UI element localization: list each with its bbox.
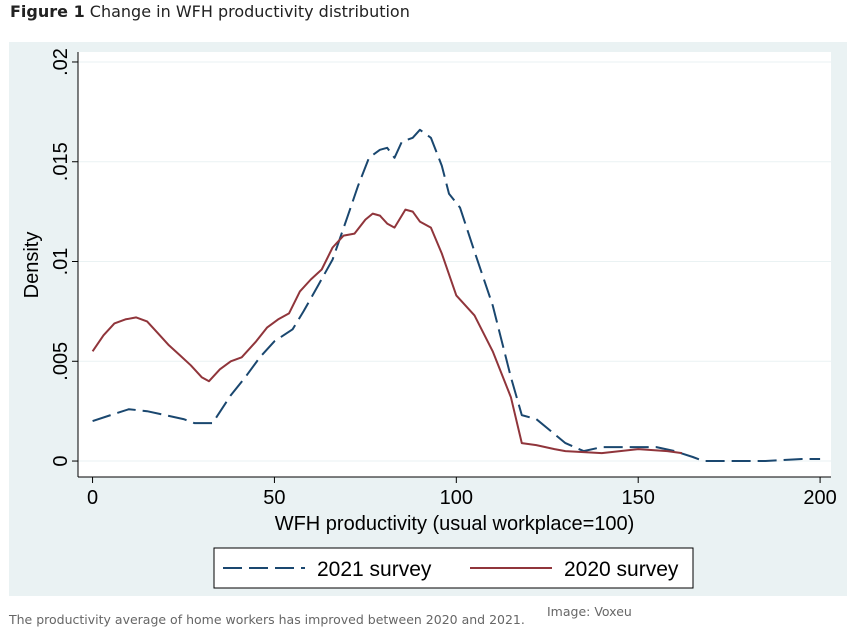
axes — [77, 52, 831, 478]
series-line-2021 — [92, 128, 821, 462]
x-tick-label: 150 — [622, 487, 655, 509]
figure-title-text: Change in WFH productivity distribution — [89, 2, 410, 21]
y-tick-label: .015 — [50, 142, 72, 181]
y-tick-label: .01 — [50, 248, 72, 276]
legend: 2021 survey 2020 survey — [213, 547, 694, 589]
x-axis-label: WFH productivity (usual workplace=100) — [275, 513, 635, 535]
chart-container: 0 .005 .01 .015 .02 0 50 100 150 200 WFH producti… — [9, 42, 847, 596]
y-tick-label: .02 — [50, 48, 72, 76]
gridlines — [78, 61, 831, 462]
x-tick-label: 200 — [803, 487, 836, 509]
density-chart: 0 .005 .01 .015 .02 0 50 100 150 200 WFH producti… — [9, 42, 847, 596]
y-tick-label: 0 — [50, 455, 72, 466]
figure-title: Figure 1 Change in WFH productivity dist… — [10, 2, 410, 21]
plot-area — [78, 52, 831, 477]
series — [91, 128, 821, 462]
x-tick-label: 100 — [440, 487, 473, 509]
y-axis-label: Density — [21, 232, 43, 299]
y-tick-label: .005 — [50, 342, 72, 381]
x-tick-label: 50 — [263, 487, 285, 509]
legend-label-2021: 2021 survey — [317, 558, 432, 581]
x-tick-label: 0 — [87, 487, 98, 509]
image-credit: Image: Voxeu — [547, 604, 632, 619]
figure-caption: The productivity average of home workers… — [9, 612, 525, 627]
figure-label: Figure 1 — [10, 2, 85, 21]
ticks: 0 .005 .01 .015 .02 0 50 100 150 200 — [50, 48, 837, 509]
legend-label-2020: 2020 survey — [564, 558, 679, 581]
series-line-2020 — [91, 208, 683, 455]
